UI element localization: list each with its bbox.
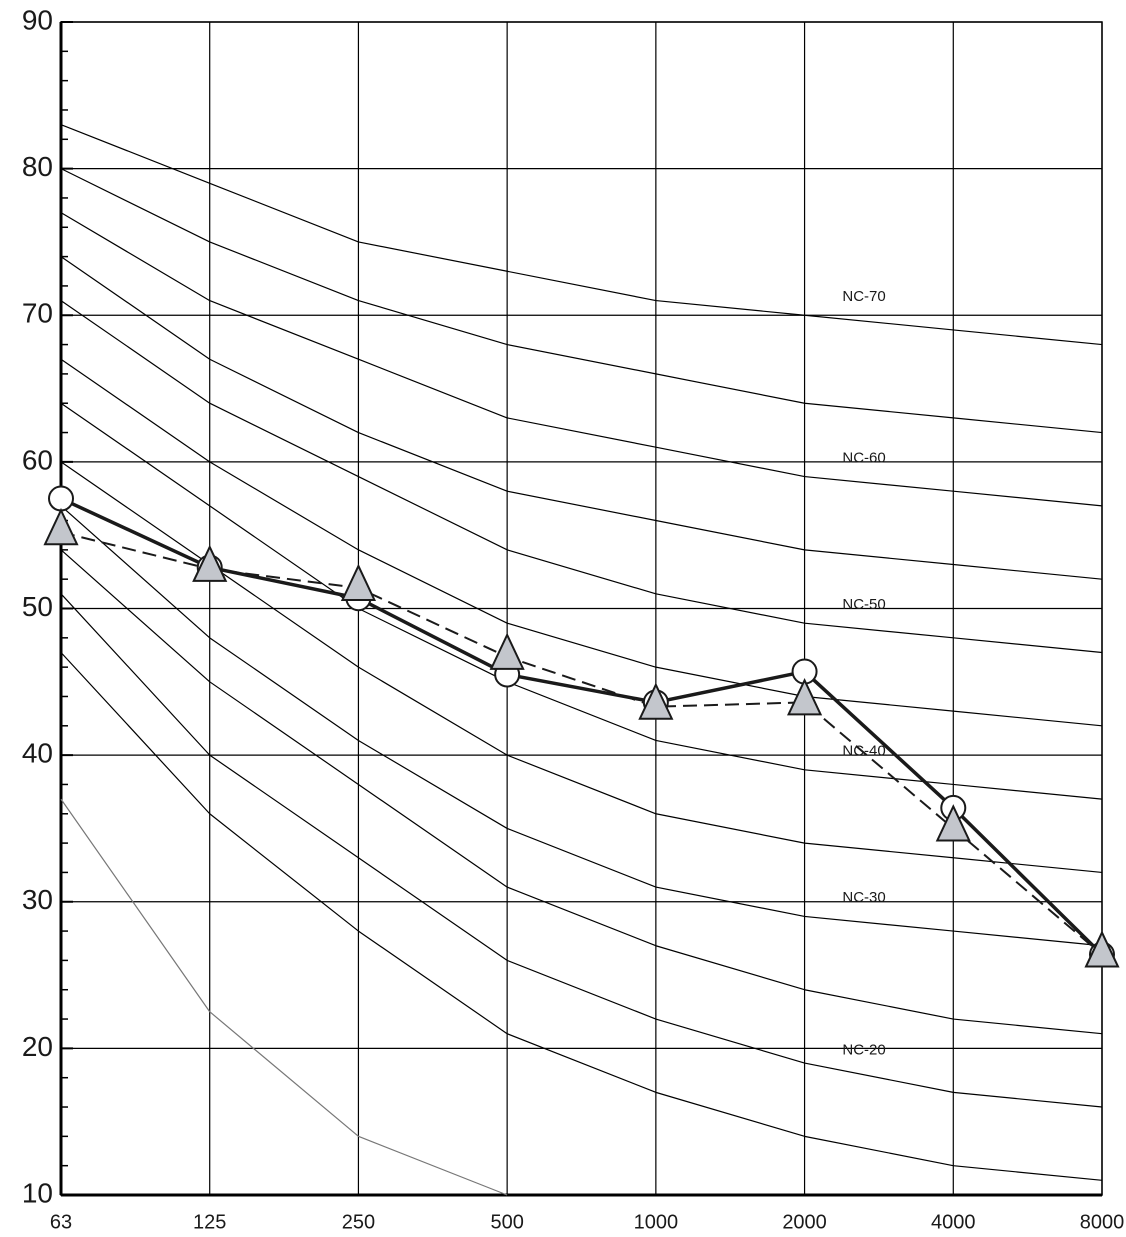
data-line xyxy=(60,531,1103,956)
marker-circle xyxy=(48,485,74,512)
nc-curve xyxy=(60,593,1103,1108)
curve-label: NC-50 xyxy=(842,596,885,613)
nc-curve xyxy=(60,402,1103,800)
marker-triangle xyxy=(43,507,79,546)
x-tick-label: 250 xyxy=(342,1211,375,1233)
x-tick-label: 500 xyxy=(490,1211,523,1233)
nc-curve xyxy=(60,652,1103,1181)
marker-triangle xyxy=(489,632,525,670)
marker-triangle xyxy=(192,544,228,582)
x-tick-label: 4000 xyxy=(931,1211,976,1233)
nc-curve xyxy=(60,505,1103,947)
nc-curve xyxy=(60,256,1103,580)
marker-triangle xyxy=(638,682,674,720)
y-tick-label: 70 xyxy=(22,298,53,329)
curve-label: NC-30 xyxy=(842,889,885,906)
marker-triangle xyxy=(340,563,377,601)
nc-curve xyxy=(60,300,1103,654)
y-tick-label: 50 xyxy=(22,591,53,622)
y-tick-label: 80 xyxy=(22,151,53,182)
marker-triangle xyxy=(935,804,971,842)
nc-curve xyxy=(60,549,1103,1035)
y-tick-label: 90 xyxy=(22,4,53,35)
x-tick-label: 125 xyxy=(193,1211,226,1233)
nc-curve xyxy=(60,461,1103,874)
curve-label: NC-60 xyxy=(842,449,885,466)
nc-curve xyxy=(60,212,1103,507)
marker-triangle xyxy=(1084,930,1120,968)
curve-label: NC-20 xyxy=(842,1042,885,1059)
y-tick-label: 20 xyxy=(22,1031,53,1062)
y-tick-label: 30 xyxy=(22,884,53,915)
marker-triangle xyxy=(786,677,823,716)
nc-curve xyxy=(60,168,1103,434)
nc-curve xyxy=(60,798,508,1196)
nc-curve xyxy=(60,124,1103,346)
x-tick-label: 1000 xyxy=(634,1211,679,1233)
x-tick-label: 8000 xyxy=(1080,1211,1125,1233)
x-tick-label: 2000 xyxy=(782,1211,827,1233)
curve-label: NC-40 xyxy=(842,743,885,760)
y-tick-label: 10 xyxy=(22,1177,53,1208)
x-tick-label: 63 xyxy=(50,1211,72,1233)
nc-curve xyxy=(60,358,1103,727)
y-tick-label: 40 xyxy=(22,738,53,769)
curve-label: NC-70 xyxy=(842,288,885,305)
y-tick-label: 60 xyxy=(22,444,53,475)
